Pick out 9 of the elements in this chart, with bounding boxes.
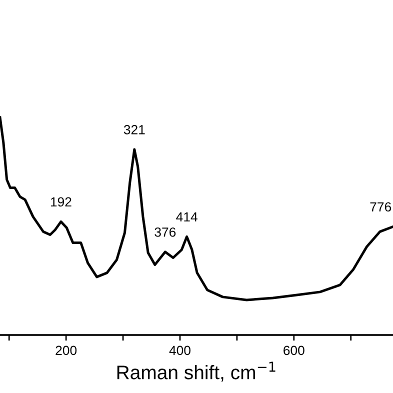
x-tick-label: 200 bbox=[56, 346, 77, 356]
annotation: 776 bbox=[370, 202, 392, 212]
annotation: 321 bbox=[124, 124, 145, 134]
x-tick-label: 400 bbox=[169, 346, 190, 356]
annotation: 376 bbox=[154, 227, 176, 237]
x-tick-label: 600 bbox=[284, 346, 304, 356]
annotation: 414 bbox=[176, 212, 198, 222]
x-axis-title: Raman shift, cm$^{−1}$ bbox=[117, 362, 276, 382]
annotation: 192 bbox=[50, 197, 72, 207]
